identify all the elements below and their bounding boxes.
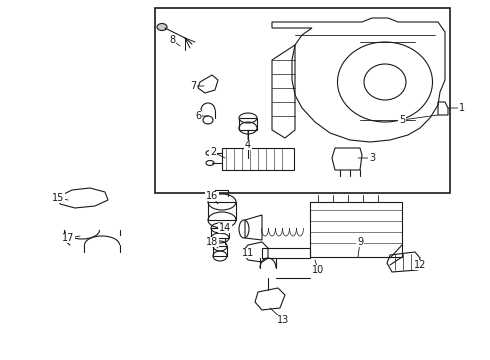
Bar [211,228,229,238]
Text: 12: 12 [414,260,426,270]
Text: 6: 6 [195,111,201,121]
Text: 1: 1 [459,103,465,113]
Text: 9: 9 [357,237,363,247]
Text: 5: 5 [399,115,405,125]
Text: 16: 16 [206,191,218,201]
Text: 10: 10 [312,265,324,275]
Text: 7: 7 [190,81,196,91]
Text: 2: 2 [210,147,216,157]
Text: 4: 4 [245,140,251,150]
Text: 17: 17 [62,233,74,243]
Text: 8: 8 [169,35,175,45]
Ellipse shape [157,23,167,31]
Bar [239,118,257,130]
Text: 18: 18 [206,237,218,247]
Text: 11: 11 [242,248,254,258]
Text: 3: 3 [369,153,375,163]
Bar [310,202,402,257]
Bar [213,246,227,256]
Text: 15: 15 [52,193,64,203]
Bar [222,148,294,170]
Text: 14: 14 [219,223,231,233]
Text: 13: 13 [277,315,289,325]
Bar [155,8,450,193]
Bar [208,202,236,220]
